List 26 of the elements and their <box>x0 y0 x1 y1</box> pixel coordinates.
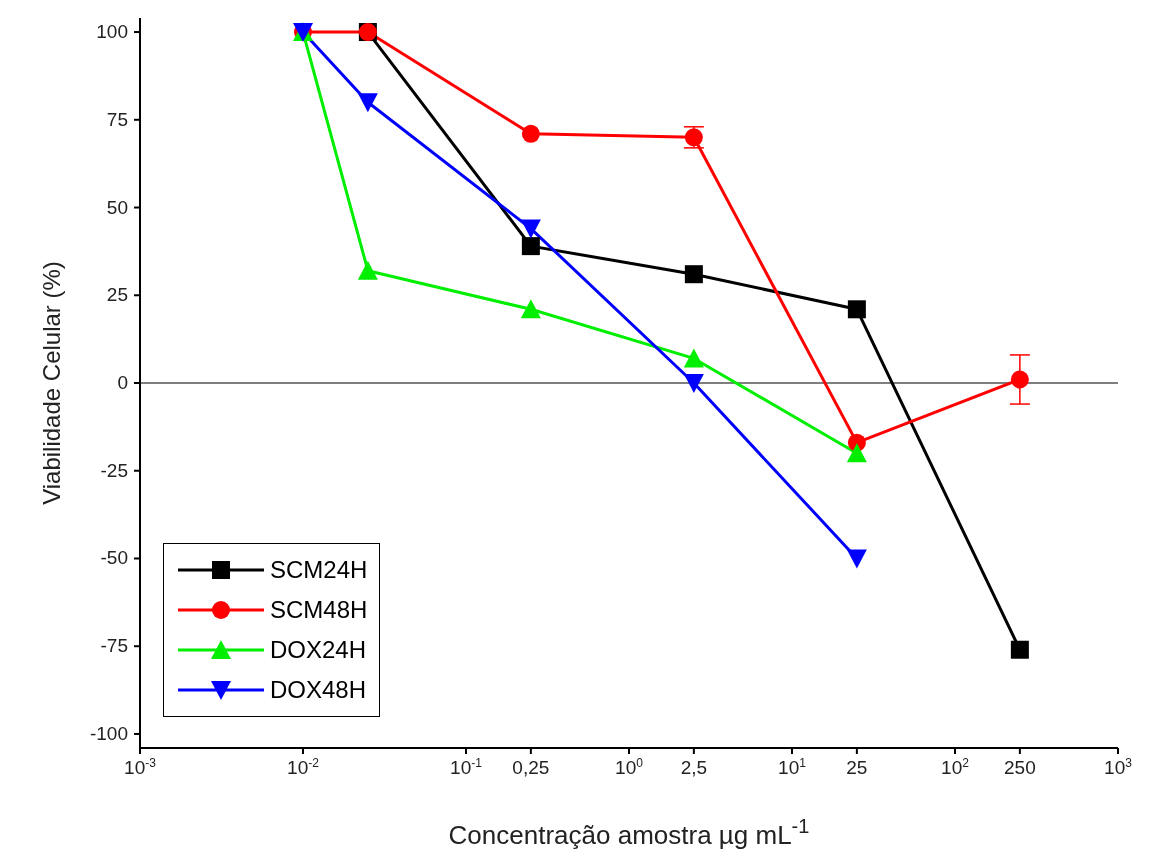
y-axis-title: Viabilidade Celular (%) <box>38 261 65 505</box>
x-axis-title: Concentração amostra µg mL$^{-1}$ <box>448 815 810 850</box>
y-tick-label: 25 <box>106 284 128 306</box>
y-tick-label: -100 <box>89 722 128 744</box>
y-tick-label: 0 <box>117 372 128 393</box>
x-tick-label: 10$^{-1}$ <box>450 756 483 778</box>
legend-label: DOX48H <box>270 676 367 704</box>
y-tick-label: 100 <box>96 21 128 43</box>
x-tick-label: 10$^{2}$ <box>941 756 970 778</box>
x-tick-label: 10$^{1}$ <box>778 756 807 778</box>
y-tick-label: 75 <box>106 108 128 130</box>
x-tick-label: 10$^{3}$ <box>1104 756 1133 778</box>
x-tick-label: 10$^{-3}$ <box>124 756 157 778</box>
legend-label: SCM48H <box>270 596 368 624</box>
x-tick-label: 2,5 <box>680 757 708 778</box>
x-tick-label: 25 <box>846 757 868 778</box>
y-tick-label: 50 <box>106 196 128 218</box>
x-tick-label: 0,25 <box>512 757 550 778</box>
x-tick-label: 250 <box>1004 757 1036 778</box>
y-tick-label: -25 <box>100 459 128 481</box>
x-tick-label: 10$^{-2}$ <box>287 756 320 778</box>
legend-label: DOX24H <box>270 636 367 664</box>
legend-label: SCM24H <box>270 556 368 584</box>
y-tick-label: -75 <box>100 635 128 657</box>
y-tick-label: -50 <box>100 547 128 569</box>
x-tick-label: 10$^{0}$ <box>615 756 644 778</box>
